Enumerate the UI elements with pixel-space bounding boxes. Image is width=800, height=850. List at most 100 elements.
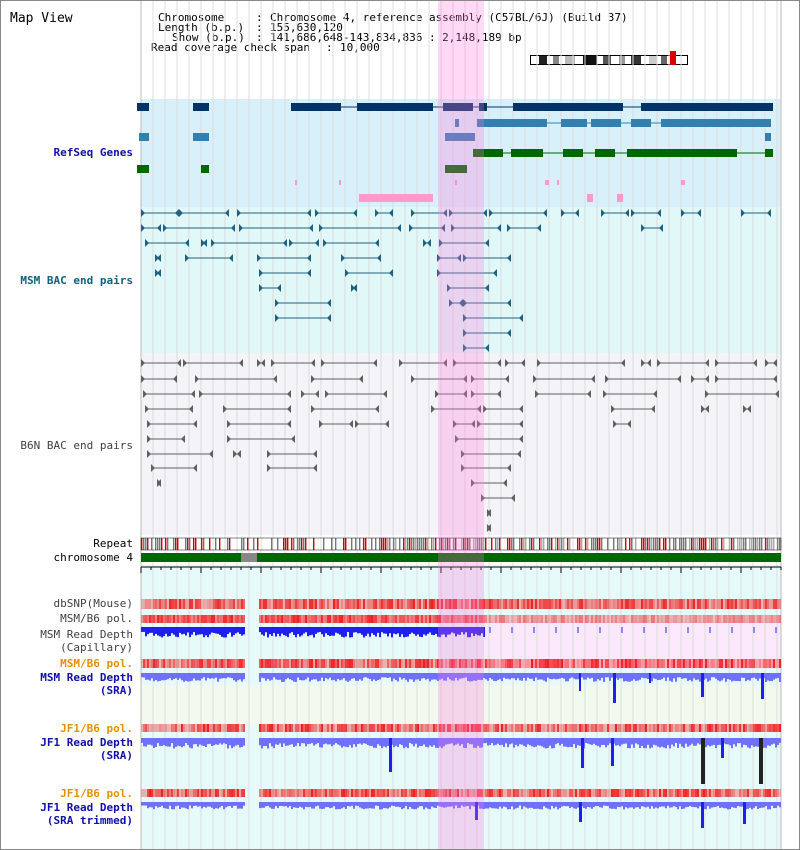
depth-bar	[481, 673, 483, 681]
polymorphism-bin	[241, 659, 243, 668]
polymorphism-bin	[715, 659, 717, 668]
polymorphism-bin	[491, 724, 493, 732]
depth-bar	[711, 673, 713, 678]
depth-bar	[157, 673, 159, 682]
polymorphism-bin	[471, 724, 473, 732]
polymorphism-bin	[151, 659, 153, 668]
polymorphism-bin	[777, 724, 779, 732]
polymorphism-bin	[415, 789, 417, 797]
polymorphism-bin	[557, 599, 559, 609]
depth-bar	[167, 802, 169, 809]
repeat-element	[375, 538, 377, 550]
polymorphism-bin	[191, 615, 193, 623]
polymorphism-bin	[697, 599, 699, 609]
polymorphism-bin	[327, 615, 329, 623]
depth-bar	[387, 627, 389, 637]
bac-end-marker	[537, 224, 541, 232]
depth-bar	[605, 802, 607, 806]
track-label-msm-depth-sra-1: MSM Read Depth	[40, 671, 133, 684]
polymorphism-bin	[623, 659, 625, 668]
polymorphism-bin	[201, 659, 203, 668]
depth-bar	[677, 802, 679, 810]
polymorphism-bin	[421, 615, 423, 623]
polymorphism-bin	[737, 789, 739, 797]
depth-bar	[753, 627, 755, 633]
depth-bar	[449, 802, 451, 807]
polymorphism-bin	[563, 724, 565, 732]
polymorphism-bin	[723, 659, 725, 668]
polymorphism-bin	[741, 659, 743, 668]
repeat-element	[201, 538, 203, 550]
depth-bar	[259, 802, 261, 809]
depth-bar	[543, 673, 545, 681]
bac-end-marker	[507, 224, 511, 232]
polymorphism-bin	[747, 659, 749, 668]
polymorphism-bin	[243, 615, 245, 623]
polymorphism-bin	[617, 789, 619, 797]
polymorphism-bin	[773, 615, 775, 623]
depth-bar	[155, 802, 157, 807]
polymorphism-bin	[633, 724, 635, 732]
polymorphism-bin	[431, 615, 433, 623]
repeat-element	[473, 538, 475, 550]
repeat-element	[421, 538, 423, 550]
depth-bar	[511, 673, 513, 679]
depth-bar	[427, 738, 429, 748]
polymorphism-bin	[283, 724, 285, 732]
polymorphism-bin	[699, 599, 701, 609]
depth-bar	[531, 802, 533, 808]
polymorphism-bin	[365, 599, 367, 609]
depth-bar	[355, 673, 357, 681]
polymorphism-bin	[587, 659, 589, 668]
polymorphism-bin	[367, 615, 369, 623]
polymorphism-bin	[483, 724, 485, 732]
depth-bar	[387, 673, 389, 678]
depth-bar	[569, 738, 571, 747]
depth-bar	[353, 627, 355, 633]
polymorphism-bin	[563, 599, 565, 609]
polymorphism-bin	[695, 615, 697, 623]
selected-region-highlight[interactable]	[438, 1, 484, 849]
polymorphism-bin	[337, 659, 339, 668]
polymorphism-bin	[695, 659, 697, 668]
polymorphism-bin	[453, 599, 455, 609]
polymorphism-bin	[227, 659, 229, 668]
depth-bar	[405, 738, 407, 747]
polymorphism-bin	[729, 615, 731, 623]
polymorphism-bin	[699, 615, 701, 623]
polymorphism-bin	[749, 659, 751, 668]
polymorphism-bin	[235, 724, 237, 732]
polymorphism-bin	[315, 789, 317, 797]
polymorphism-bin	[425, 615, 427, 623]
repeat-element	[769, 538, 771, 550]
polymorphism-bin	[565, 659, 567, 668]
polymorphism-bin	[413, 659, 415, 668]
polymorphism-bin	[463, 724, 465, 732]
bac-end-marker	[461, 464, 465, 472]
depth-bar	[405, 673, 407, 680]
bac-end-marker	[173, 375, 177, 383]
depth-bar	[269, 802, 271, 808]
polymorphism-bin	[337, 789, 339, 797]
depth-bar	[617, 673, 619, 680]
polymorphism-bin	[661, 724, 663, 732]
polymorphism-bin	[435, 659, 437, 668]
depth-bar	[605, 738, 607, 748]
depth-bar	[557, 802, 559, 810]
polymorphism-bin	[635, 724, 637, 732]
bac-end-marker	[471, 375, 475, 383]
polymorphism-bin	[669, 659, 671, 668]
repeat-element	[243, 538, 245, 550]
depth-bar	[363, 802, 365, 810]
polymorphism-bin	[467, 724, 469, 732]
polymorphism-bin	[759, 724, 761, 732]
polymorphism-bin	[289, 659, 291, 668]
repeat-element	[185, 538, 187, 550]
polymorphism-bin	[561, 599, 563, 609]
depth-bar	[281, 627, 283, 634]
depth-bar	[767, 738, 769, 746]
polymorphism-bin	[419, 615, 421, 623]
depth-bar	[217, 802, 219, 809]
bac-end-marker	[621, 359, 625, 367]
